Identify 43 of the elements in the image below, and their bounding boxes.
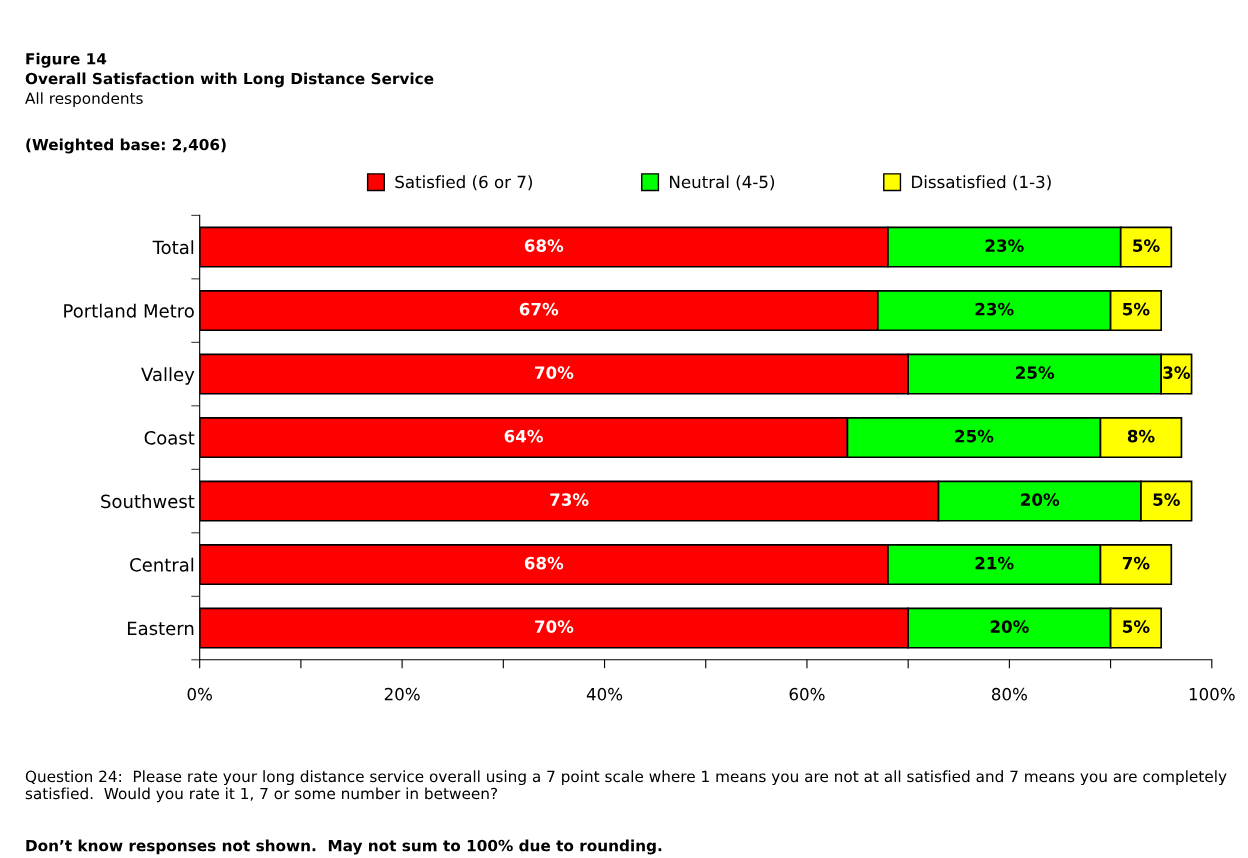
text: (Weighted base: 2,406) (26, 138, 226, 154)
data-label: 67% (519, 302, 559, 316)
data-label: 8% (1127, 429, 1155, 443)
legend-label: Satisfied (6 or 7) (395, 175, 532, 191)
data-label: 23% (975, 302, 1014, 316)
legend-label: Neutral (4-5) (670, 175, 775, 191)
data-label: 20% (1021, 493, 1060, 506)
y-tick-label: Eastern (127, 621, 194, 636)
y-tick-label: Portland Metro (64, 303, 194, 318)
x-tick-label: 0% (187, 687, 212, 701)
x-tick-label: 20% (384, 687, 420, 701)
data-label: 68% (524, 239, 564, 252)
y-tick-label: Coast (144, 431, 195, 445)
x-tick-label: 80% (991, 687, 1027, 701)
data-label: 23% (985, 239, 1024, 252)
data-label: 73% (550, 493, 589, 506)
x-tick-label: 100% (1189, 687, 1235, 701)
data-label: 25% (955, 429, 994, 443)
text: Question 24: Please rate your long distance service overall using a 7 point scale where 1 means you are not at all satisfied and 7 means you are completely satisfied. Would you rate it 1, 7 or some number in between? (25, 770, 1227, 803)
caption: Figure 14 (26, 52, 107, 68)
data-label: 5% (1133, 239, 1160, 252)
data-label: 64% (504, 429, 543, 443)
data-label: 5% (1153, 493, 1180, 506)
text: Don’t know responses not shown. May not sum to 100% due to rounding. (26, 839, 662, 855)
x-tick-label: 60% (789, 687, 825, 701)
data-label: 3% (1163, 366, 1190, 379)
legend-label: Dissatisfied (1-3) (912, 175, 1051, 191)
y-tick-label: Central (130, 557, 194, 572)
y-tick-label: Valley (141, 367, 195, 385)
x-tick-label: 40% (586, 687, 623, 701)
data-label: 7% (1122, 556, 1150, 570)
data-label: 21% (975, 556, 1014, 570)
y-tick-label: Southwest (101, 494, 195, 509)
data-label: 70% (535, 366, 574, 379)
data-label: 20% (990, 620, 1029, 633)
data-label: 25% (1016, 366, 1055, 379)
chart-subtitle: All respondents (25, 92, 143, 107)
data-label: 70% (535, 620, 574, 633)
data-label: 5% (1123, 620, 1150, 633)
chart-title: Overall Satisfaction with Long Distance Service (25, 72, 434, 88)
data-label: 5% (1123, 302, 1150, 316)
y-tick-label: Total (152, 240, 194, 255)
data-label: 68% (524, 556, 564, 570)
